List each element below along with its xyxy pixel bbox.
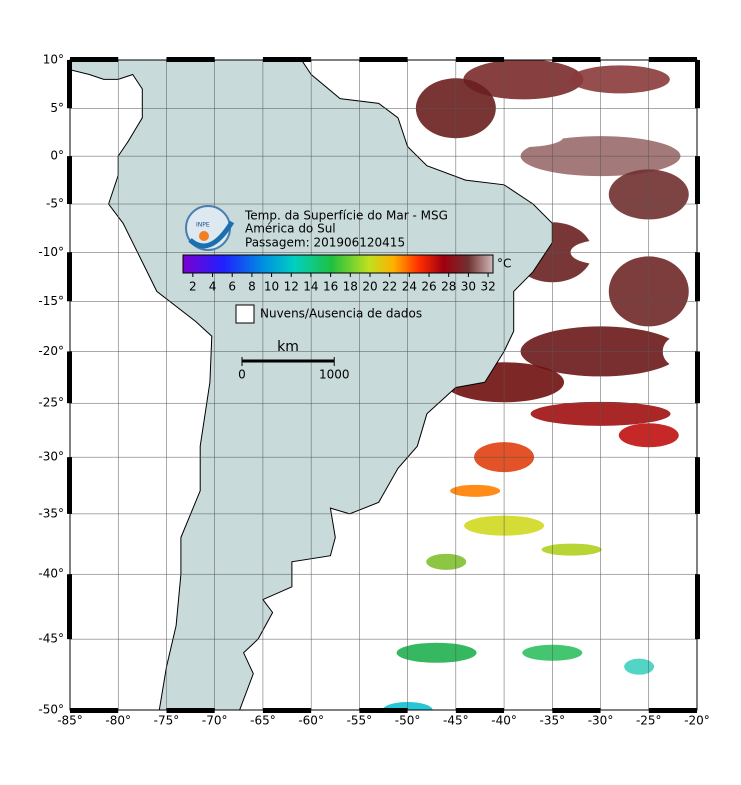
legend-text: Nuvens/Ausencia de dados (260, 307, 422, 321)
scale-label: 1000 (319, 368, 350, 382)
colorbar (182, 254, 494, 274)
scale-label: 0 (238, 368, 246, 382)
colorbar-label: 2 (189, 280, 197, 294)
x-tick-label: -35° (540, 714, 566, 728)
y-tick-label: -40° (38, 567, 64, 581)
frame-band (695, 60, 700, 109)
frame-band (359, 57, 408, 62)
frame-band (552, 708, 601, 713)
frame-band (695, 252, 700, 302)
map-area (70, 60, 697, 710)
scale-unit: km (277, 339, 299, 355)
frame-band (695, 457, 700, 514)
colorbar-label: 26 (421, 280, 436, 294)
cloud (483, 127, 564, 148)
frame-band (648, 57, 697, 62)
colorbar-label: 12 (284, 280, 299, 294)
y-tick-label: -25° (38, 396, 64, 410)
frame-band (695, 351, 700, 404)
frame-band (695, 574, 700, 640)
x-tick-label: -30° (588, 714, 614, 728)
colorbar-label: 14 (303, 280, 318, 294)
frame-band (359, 708, 408, 713)
frame-band (166, 708, 215, 713)
frame-band (67, 60, 72, 109)
colorbar-label: 20 (362, 280, 377, 294)
x-tick-label: -20° (684, 714, 710, 728)
x-tick-label: -65° (250, 714, 276, 728)
frame-band (552, 57, 601, 62)
colorbar-label: 32 (480, 280, 495, 294)
frame-band (67, 252, 72, 302)
frame-band (67, 351, 72, 404)
frame-band (67, 574, 72, 640)
sst-patch (541, 543, 602, 556)
y-tick-label: 0° (50, 149, 64, 163)
frame-band (648, 708, 697, 713)
frame-band (166, 57, 215, 62)
sst-patch (396, 642, 477, 663)
logo-sun (199, 231, 209, 241)
frame-band (70, 708, 119, 713)
subtitle: América do Sul (245, 222, 336, 236)
colorbar-label: 22 (382, 280, 397, 294)
sst-patch (624, 658, 655, 675)
colorbar-label: 4 (209, 280, 217, 294)
logo-text: INPE (196, 222, 210, 229)
y-tick-label: -35° (38, 506, 64, 520)
y-tick-label: -10° (38, 245, 64, 259)
colorbar-label: 10 (264, 280, 279, 294)
colorbar-label: 18 (343, 280, 358, 294)
frame-band (262, 708, 312, 713)
title: Temp. da Superfície do Mar - MSG (244, 209, 448, 223)
x-tick-label: -85° (57, 714, 83, 728)
y-tick-label: -20° (38, 344, 64, 358)
y-tick-label: -15° (38, 294, 64, 308)
x-tick-label: -50° (395, 714, 421, 728)
x-tick-label: -45° (443, 714, 469, 728)
sst-patch (569, 65, 670, 94)
y-tick-label: 10° (43, 53, 64, 67)
y-tick-label: -50° (38, 703, 64, 717)
legend-swatch (235, 304, 255, 324)
frame-band (455, 708, 505, 713)
colorbar-label: 28 (441, 280, 456, 294)
colorbar-label: 6 (228, 280, 236, 294)
frame-band (70, 57, 119, 62)
y-tick-label: 5° (50, 101, 64, 115)
colorbar-label: 24 (402, 280, 417, 294)
y-tick-label: -45° (38, 632, 64, 646)
y-tick-label: -30° (38, 450, 64, 464)
colorbar-label: 30 (461, 280, 476, 294)
sst-patch (450, 484, 501, 497)
frame-band (455, 57, 505, 62)
x-tick-label: -75° (154, 714, 180, 728)
logo-arc (188, 220, 235, 249)
x-tick-label: -70° (202, 714, 228, 728)
x-tick-label: -25° (636, 714, 662, 728)
sst-patch (463, 60, 584, 100)
x-tick-label: -55° (347, 714, 373, 728)
colorbar-label: 16 (323, 280, 338, 294)
frame-band (262, 57, 312, 62)
frame-band (67, 156, 72, 205)
colorbar-label: 8 (248, 280, 256, 294)
y-tick-label: -5° (46, 197, 64, 211)
sst-patch (426, 553, 467, 570)
x-tick-label: -40° (491, 714, 517, 728)
frame-band (67, 457, 72, 514)
x-tick-label: -80° (105, 714, 131, 728)
frame-band (695, 156, 700, 205)
pass: Passagem: 201906120415 (245, 236, 405, 250)
x-tick-label: -60° (298, 714, 324, 728)
colorbar-unit: °C (497, 257, 511, 271)
overlay: INPE Temp. da Superfície do Mar - MSG Am… (38, 53, 709, 728)
